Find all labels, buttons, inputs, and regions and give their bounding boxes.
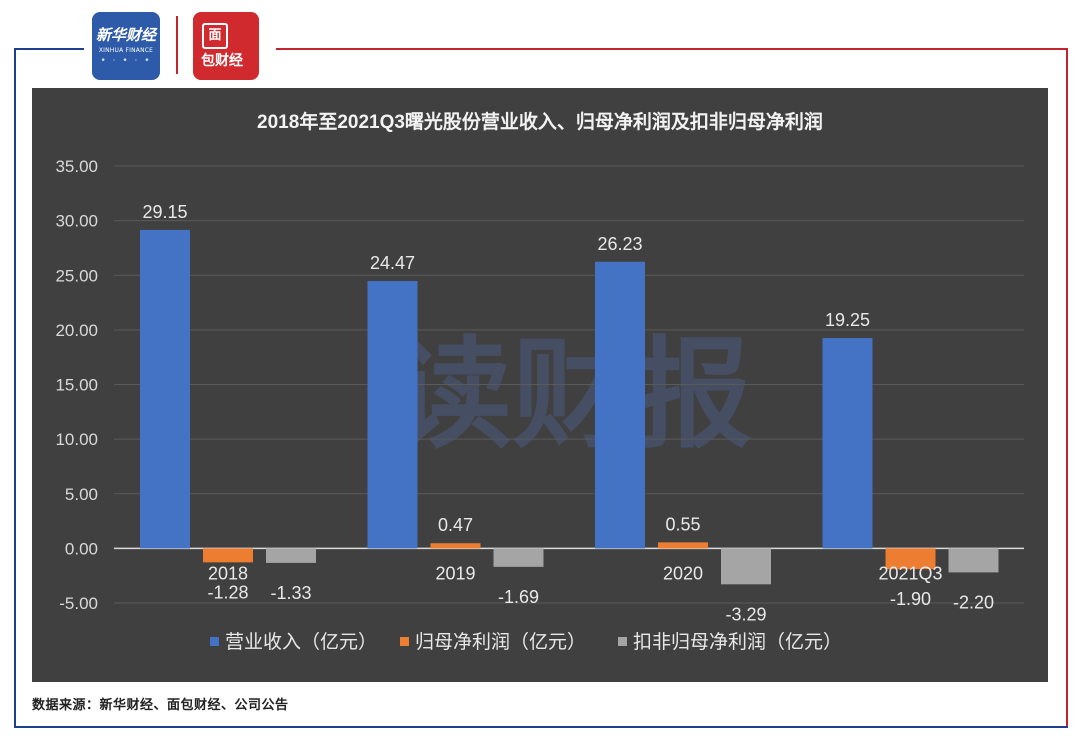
mianbao-finance-logo: 面 包财经 — [193, 12, 259, 80]
mianbao-logo-char: 面 — [202, 23, 228, 49]
data-label: 29.15 — [142, 202, 187, 222]
data-label: 0.47 — [438, 515, 473, 535]
bar — [595, 261, 645, 549]
data-label: -1.90 — [890, 589, 931, 609]
data-label: -3.29 — [725, 604, 766, 624]
frame-line — [276, 48, 1068, 50]
frame-line — [14, 48, 84, 50]
legend-swatch — [210, 637, 219, 646]
legend-label: 扣非归母净利润（亿元） — [633, 631, 842, 653]
data-label: 0.55 — [665, 514, 700, 534]
data-label: -1.28 — [207, 582, 248, 602]
data-source-note: 数据来源：新华财经、面包财经、公司公告 — [32, 698, 289, 713]
data-label: -1.33 — [270, 583, 311, 603]
data-label: -1.69 — [498, 587, 539, 607]
mianbao-logo-text: 包财经 — [201, 53, 243, 69]
bar — [367, 281, 418, 549]
data-label: -2.20 — [953, 592, 994, 612]
bar — [266, 548, 316, 563]
bar — [822, 338, 873, 549]
bar — [948, 548, 999, 573]
logo-dots-icon: • · • · • — [100, 56, 152, 66]
frame-line — [1066, 48, 1068, 728]
y-tick-label: 15.00 — [55, 376, 98, 395]
legend-label: 营业收入（亿元） — [225, 631, 377, 653]
x-tick-label: 2019 — [435, 563, 475, 583]
y-tick-label: 5.00 — [65, 485, 98, 504]
y-tick-label: 25.00 — [55, 266, 98, 285]
watermark-text: 读财报 — [392, 328, 752, 462]
bar — [721, 548, 771, 585]
chart-panel: 读财报 2018年至2021Q3曙光股份营业收入、归母净利润及扣非归母净利润 -5.… — [32, 88, 1048, 682]
y-tick-label: -5.00 — [59, 594, 98, 613]
frame-line — [14, 726, 1068, 728]
frame-line — [14, 48, 16, 728]
x-tick-label: 2018 — [208, 563, 248, 583]
bar — [658, 542, 708, 549]
data-label: 26.23 — [597, 234, 642, 254]
x-tick-label: 2020 — [663, 563, 703, 583]
xinhua-finance-logo: 新华财经 XINHUA FINANCE • · • · • — [92, 12, 160, 80]
logo-divider — [176, 16, 178, 74]
xinhua-logo-cn: 新华财经 — [95, 26, 156, 44]
y-tick-label: 10.00 — [55, 430, 98, 449]
legend-swatch — [618, 637, 627, 646]
bar — [430, 543, 481, 549]
y-tick-label: 0.00 — [65, 539, 98, 558]
bar-chart: 读财报 2018年至2021Q3曙光股份营业收入、归母净利润及扣非归母净利润 -5.… — [55, 110, 1024, 653]
bar — [140, 229, 190, 549]
y-tick-label: 35.00 — [55, 157, 98, 176]
xinhua-logo-en: XINHUA FINANCE — [98, 47, 154, 54]
bar — [885, 548, 936, 570]
chart-title: 2018年至2021Q3曙光股份营业收入、归母净利润及扣非归母净利润 — [257, 110, 823, 133]
y-tick-label: 30.00 — [55, 212, 98, 231]
legend-swatch — [400, 637, 409, 646]
y-tick-label: 20.00 — [55, 321, 98, 340]
x-tick-label: 2021Q3 — [878, 563, 942, 583]
data-label: 24.47 — [370, 253, 415, 273]
legend-label: 归母净利润（亿元） — [415, 631, 586, 653]
bar — [203, 548, 253, 563]
data-label: 19.25 — [825, 310, 870, 330]
bar — [493, 548, 544, 567]
